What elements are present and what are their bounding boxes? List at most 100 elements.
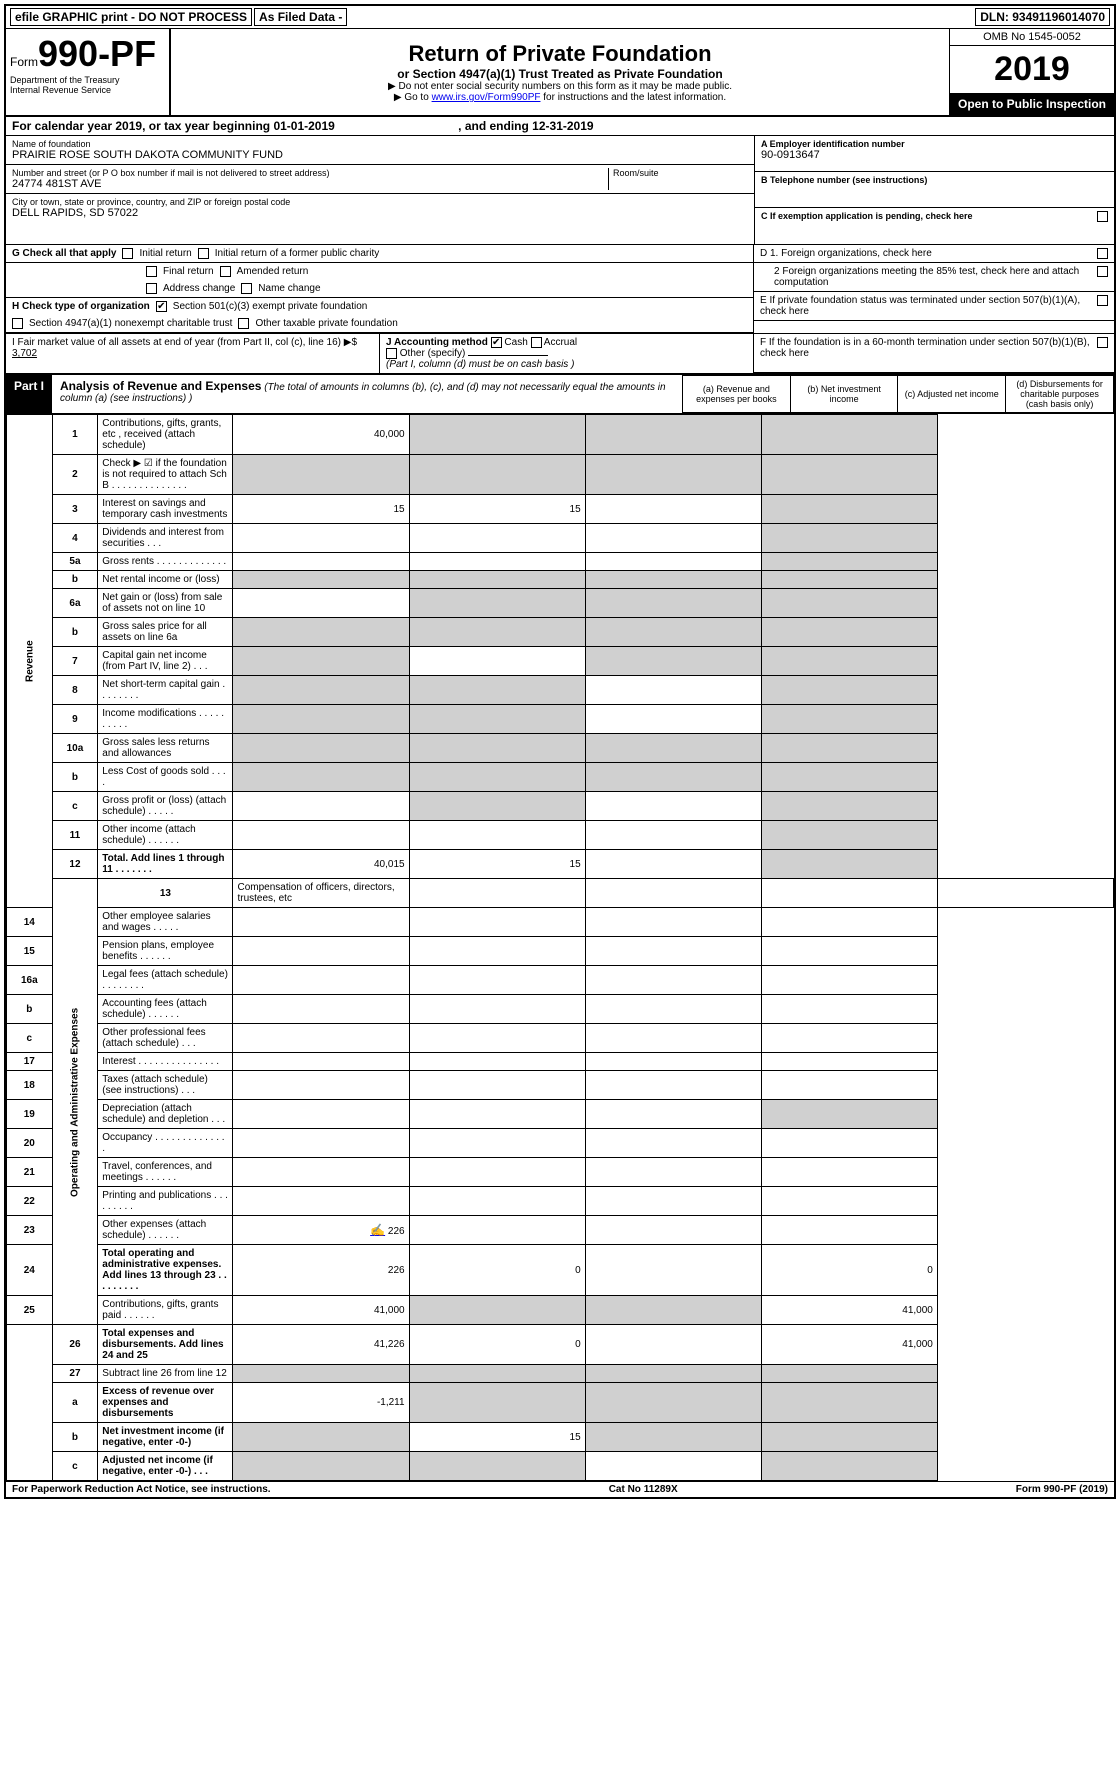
row-desc: Less Cost of goods sold . . . .	[98, 763, 233, 792]
amt-a	[233, 937, 409, 966]
amt-c	[585, 1216, 761, 1245]
cb-name-change[interactable]	[241, 283, 252, 294]
amt-a: 41,000	[233, 1296, 409, 1325]
amt-a	[233, 1024, 409, 1053]
amt-c	[585, 1365, 761, 1383]
4947-label: Section 4947(a)(1) nonexempt charitable …	[29, 318, 232, 329]
ij-section: I Fair market value of all assets at end…	[6, 333, 1114, 373]
amt-d	[761, 553, 937, 571]
amt-d	[761, 1158, 937, 1187]
amt-b	[409, 524, 585, 553]
cb-initial-former[interactable]	[198, 248, 209, 259]
revenue-label: Revenue	[7, 415, 53, 908]
form-dept1: Department of the Treasury	[10, 75, 165, 85]
row-desc: Contributions, gifts, grants paid . . . …	[98, 1296, 233, 1325]
amt-b	[409, 995, 585, 1024]
amt-b	[409, 705, 585, 734]
amt-a: ✍ 226	[233, 1216, 409, 1245]
cal-end: , and ending 12-31-2019	[458, 119, 593, 133]
row-desc: Taxes (attach schedule) (see instruction…	[98, 1071, 233, 1100]
revenue-table: Revenue 1Contributions, gifts, grants, e…	[6, 414, 1114, 1481]
table-row: 17Interest . . . . . . . . . . . . . . .	[7, 1053, 1114, 1071]
row-desc: Gross sales price for all assets on line…	[98, 618, 233, 647]
amt-c	[585, 966, 761, 995]
irs-link[interactable]: www.irs.gov/Form990PF	[432, 92, 541, 103]
d1-label: D 1. Foreign organizations, check here	[760, 248, 932, 259]
amt-b: 15	[409, 1423, 585, 1452]
501c3-label: Section 501(c)(3) exempt private foundat…	[173, 301, 368, 312]
table-row: 9Income modifications . . . . . . . . . …	[7, 705, 1114, 734]
amt-d	[761, 1129, 937, 1158]
i-label: I Fair market value of all assets at end…	[12, 337, 357, 348]
amt-b	[409, 908, 585, 937]
cb-501c3[interactable]	[156, 301, 167, 312]
footer: For Paperwork Reduction Act Notice, see …	[6, 1481, 1114, 1497]
j-label: J Accounting method	[386, 337, 488, 348]
amt-a	[233, 1053, 409, 1071]
row-num: 8	[52, 676, 98, 705]
cb-amended[interactable]	[220, 266, 231, 277]
amt-b	[409, 763, 585, 792]
cb-e[interactable]	[1097, 295, 1108, 306]
row-num: 4	[52, 524, 98, 553]
cb-other[interactable]	[386, 348, 397, 359]
amt-d	[761, 1452, 937, 1481]
amt-d	[761, 1071, 937, 1100]
f-label: F If the foundation is in a 60-month ter…	[760, 337, 1091, 359]
row-num: 1	[52, 415, 98, 455]
cb-final[interactable]	[146, 266, 157, 277]
table-row: 14Other employee salaries and wages . . …	[7, 908, 1114, 937]
amt-d	[761, 676, 937, 705]
amt-c	[761, 879, 937, 908]
cb-4947[interactable]	[12, 318, 23, 329]
amt-a	[233, 908, 409, 937]
asfiled-label: As Filed Data -	[254, 8, 347, 26]
accrual-label: Accrual	[544, 337, 577, 348]
addr-change-label: Address change	[163, 283, 235, 294]
i-value: 3,702	[12, 348, 37, 359]
cb-accrual[interactable]	[531, 337, 542, 348]
amt-b	[409, 1158, 585, 1187]
amt-d	[761, 1100, 937, 1129]
form-number: 990-PF	[38, 33, 156, 74]
initial-former-label: Initial return of a former public charit…	[215, 248, 380, 259]
schedule-link-icon[interactable]: ✍	[370, 1223, 385, 1237]
g-check-row3: Address change Name change	[6, 280, 753, 298]
table-row: 5aGross rents . . . . . . . . . . . . .	[7, 553, 1114, 571]
table-row: 20Occupancy . . . . . . . . . . . . . .	[7, 1129, 1114, 1158]
top-bar: efile GRAPHIC print - DO NOT PROCESS As …	[6, 6, 1114, 29]
amt-d: 41,000	[761, 1325, 937, 1365]
row-num: b	[52, 763, 98, 792]
ein-label: A Employer identification number	[761, 139, 1108, 149]
amt-b: 15	[409, 495, 585, 524]
amt-d	[761, 908, 937, 937]
cb-d2[interactable]	[1097, 266, 1108, 277]
d2-label: 2 Foreign organizations meeting the 85% …	[774, 266, 1091, 288]
efile-label: efile GRAPHIC print - DO NOT PROCESS	[10, 8, 252, 26]
row-num: 7	[52, 647, 98, 676]
cb-d1[interactable]	[1097, 248, 1108, 259]
cb-f[interactable]	[1097, 337, 1108, 348]
other-taxable-label: Other taxable private foundation	[255, 318, 397, 329]
amt-d	[761, 850, 937, 879]
amt-a	[233, 734, 409, 763]
check-section: G Check all that apply Initial return In…	[6, 245, 1114, 333]
row-num: 25	[7, 1296, 53, 1325]
row-num: a	[52, 1383, 98, 1423]
row-num: 12	[52, 850, 98, 879]
amt-d	[761, 734, 937, 763]
cb-other-taxable[interactable]	[238, 318, 249, 329]
amt-a	[233, 1187, 409, 1216]
amt-d	[761, 821, 937, 850]
exempt-checkbox[interactable]	[1097, 211, 1108, 222]
cash-label: Cash	[504, 337, 527, 348]
row-desc: Adjusted net income (if negative, enter …	[98, 1452, 233, 1481]
amt-d	[761, 966, 937, 995]
amt-c	[585, 1452, 761, 1481]
cb-cash[interactable]	[491, 337, 502, 348]
cb-initial[interactable]	[122, 248, 133, 259]
cb-addr-change[interactable]	[146, 283, 157, 294]
row-num: 21	[7, 1158, 53, 1187]
amt-a	[233, 1365, 409, 1383]
amt-d	[761, 792, 937, 821]
